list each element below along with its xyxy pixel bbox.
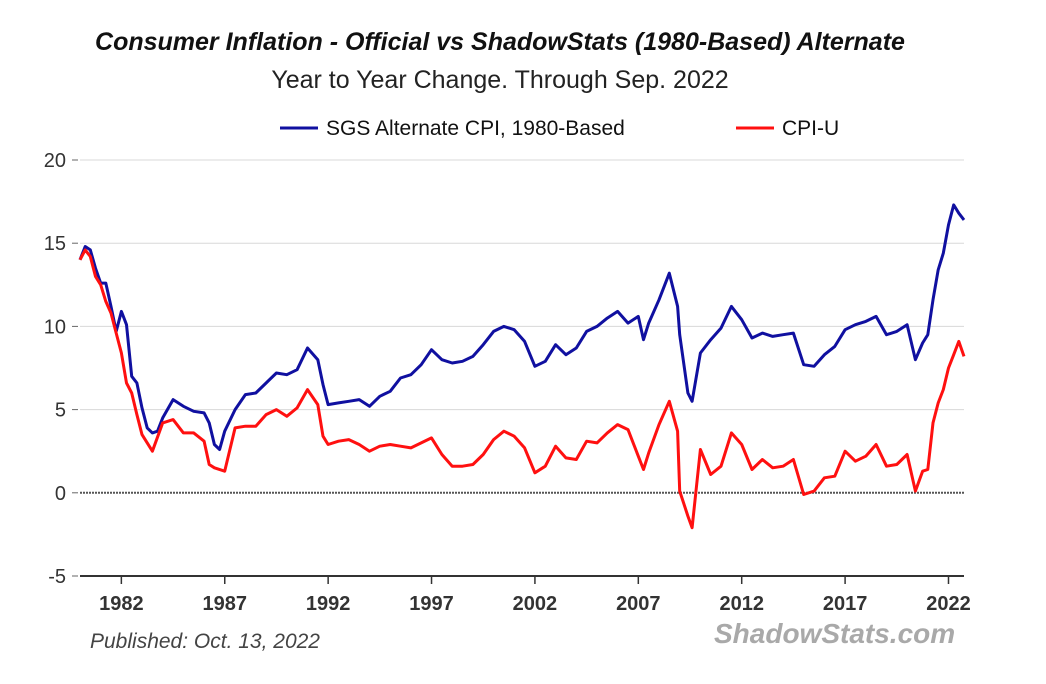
- x-axis: 1982 1987 1992 1997 2002 2007 2012 2017 2022: [80, 575, 971, 615]
- y-tick-label: 15: [44, 233, 66, 255]
- series-line-cpi-u: [78, 248, 966, 530]
- legend: SGS Alternate CPI, 1980-Based CPI-U: [280, 117, 839, 140]
- x-tick-label: 2012: [719, 593, 764, 615]
- x-tick-label: 2007: [616, 593, 661, 615]
- y-tick-label: 0: [55, 483, 66, 505]
- legend-label: SGS Alternate CPI, 1980-Based: [326, 117, 625, 140]
- brand-watermark: ShadowStats.com: [714, 618, 956, 649]
- y-tick-label: 10: [44, 316, 66, 338]
- chart-title: Consumer Inflation - Official vs ShadowS…: [95, 28, 905, 56]
- x-tick-label: 1982: [99, 593, 144, 615]
- x-tick-label: 1987: [202, 593, 247, 615]
- y-tick-label: 20: [44, 150, 66, 172]
- x-tick-label: 2022: [926, 593, 971, 615]
- gridlines: [80, 159, 964, 494]
- y-axis: 20 15 10 5 0 -5: [44, 150, 78, 588]
- series-line-sgs: [78, 203, 966, 451]
- x-tick-label: 2017: [823, 593, 868, 615]
- series-lines: [78, 203, 966, 530]
- x-tick-label: 2002: [513, 593, 558, 615]
- chart-subtitle: Year to Year Change. Through Sep. 2022: [271, 66, 729, 94]
- x-tick-label: 1997: [409, 593, 454, 615]
- legend-label: CPI-U: [782, 117, 839, 140]
- y-tick-label: -5: [48, 566, 66, 588]
- published-date: Published: Oct. 13, 2022: [90, 630, 320, 653]
- x-tick-label: 1992: [306, 593, 351, 615]
- y-tick-label: 5: [55, 400, 66, 422]
